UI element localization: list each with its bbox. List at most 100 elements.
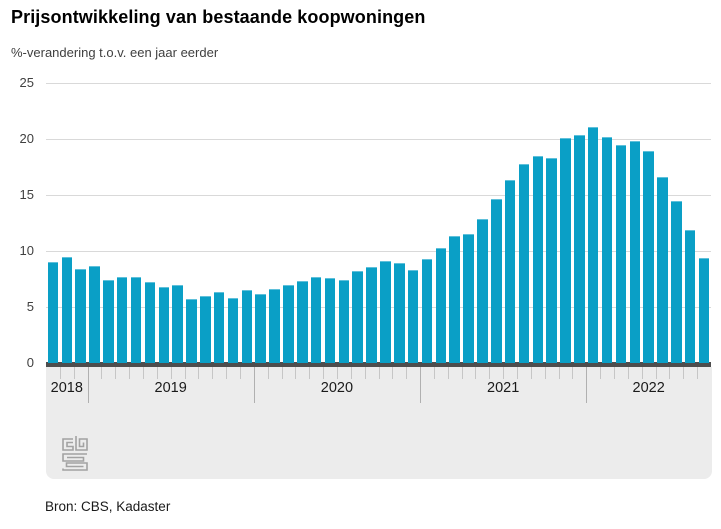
month-tick [489, 367, 491, 379]
bar-2019-8 [186, 299, 197, 363]
month-tick [323, 367, 325, 379]
month-tick [627, 367, 629, 379]
year-separator-tick [586, 367, 588, 403]
bar-2021-4 [463, 234, 474, 363]
month-tick [156, 367, 158, 379]
month-tick [309, 367, 311, 379]
month-tick [350, 367, 352, 379]
month-tick [392, 367, 394, 379]
year-separator-tick [420, 367, 422, 403]
month-tick [212, 367, 214, 379]
bar-2019-6 [158, 286, 169, 363]
y-axis-tick-label: 10 [19, 243, 34, 258]
bar-2020-10 [380, 261, 391, 363]
month-tick [170, 367, 172, 379]
month-tick [364, 367, 366, 379]
bar-2020-9 [366, 266, 377, 363]
bar-2021-7 [504, 180, 516, 363]
bar-2019-10 [213, 292, 225, 363]
x-axis-year-label: 2021 [487, 380, 520, 396]
x-axis-year-label: 2022 [632, 380, 665, 396]
month-tick [267, 367, 269, 379]
month-tick [198, 367, 200, 379]
bar-2021-8 [518, 163, 530, 363]
bar-2021-9 [532, 155, 544, 363]
month-tick [433, 367, 435, 379]
bar-2018-1 [47, 262, 59, 363]
bar-2019-12 [241, 290, 253, 363]
month-tick [406, 367, 408, 379]
month-tick [517, 367, 519, 379]
bar-2022-9 [698, 257, 710, 363]
bar-2022-5 [643, 151, 654, 363]
x-axis-year-label: 2018 [50, 380, 83, 396]
x-axis-year-label: 2020 [320, 380, 354, 396]
chart-title: Prijsontwikkeling van bestaande koopwoni… [11, 7, 426, 27]
bar-2021-3 [449, 236, 460, 363]
bar-2022-7 [671, 200, 682, 363]
bar-2020-7 [338, 280, 350, 363]
month-tick [281, 367, 283, 379]
source-text: Bron: CBS, Kadaster [45, 499, 171, 514]
month-tick [641, 367, 643, 379]
bar-2019-3 [116, 276, 128, 363]
bar-2019-7 [172, 284, 183, 363]
bar-2020-2 [269, 289, 280, 363]
bar-2022-3 [615, 144, 627, 363]
bar-2022-4 [629, 141, 641, 363]
month-tick [461, 367, 463, 379]
gridline [46, 195, 711, 196]
month-tick [115, 367, 117, 379]
bar-2020-12 [407, 270, 419, 363]
gridline [46, 83, 711, 84]
bar-2020-1 [255, 293, 266, 363]
bar-2020-3 [283, 284, 294, 363]
month-tick [600, 367, 602, 379]
bar-2018-2 [61, 256, 73, 363]
y-axis-tick-label: 20 [19, 131, 34, 146]
bar-2021-2 [435, 247, 447, 363]
bar-2019-5 [144, 282, 156, 363]
month-tick [378, 367, 380, 379]
bar-2021-12 [574, 134, 585, 363]
bar-2018-3 [75, 268, 86, 363]
x-axis-year-label: 2019 [154, 380, 187, 396]
month-tick [447, 367, 449, 379]
bar-2022-2 [601, 136, 613, 363]
bar-2020-11 [394, 263, 405, 363]
bar-2022-1 [587, 126, 599, 363]
month-tick [683, 367, 685, 379]
month-tick [129, 367, 131, 379]
month-tick [295, 367, 297, 379]
bar-2019-2 [103, 280, 114, 363]
x-axis-line [46, 362, 711, 367]
bar-2022-8 [684, 229, 696, 363]
bar-2019-4 [130, 276, 142, 363]
month-tick [59, 367, 61, 379]
year-separator-tick [87, 367, 89, 403]
bar-2022-6 [657, 177, 668, 363]
month-tick [73, 367, 75, 379]
month-tick [669, 367, 671, 379]
year-separator-tick [253, 367, 255, 403]
month-tick [184, 367, 186, 379]
y-axis-tick-label: 25 [19, 75, 34, 90]
bar-2021-1 [421, 258, 433, 363]
month-tick [239, 367, 241, 379]
month-tick [142, 367, 144, 379]
month-tick [697, 367, 699, 379]
y-axis-tick-label: 15 [19, 187, 34, 202]
month-tick [558, 367, 560, 379]
y-axis-tick-label: 0 [26, 355, 34, 370]
month-tick [614, 367, 616, 379]
x-axis-band [46, 367, 712, 479]
bar-2019-9 [200, 295, 211, 363]
month-tick [655, 367, 657, 379]
month-tick [336, 367, 338, 379]
bar-2021-10 [546, 158, 557, 363]
bar-2019-1 [89, 265, 100, 363]
cbs-logo [62, 436, 88, 471]
month-tick [226, 367, 228, 379]
